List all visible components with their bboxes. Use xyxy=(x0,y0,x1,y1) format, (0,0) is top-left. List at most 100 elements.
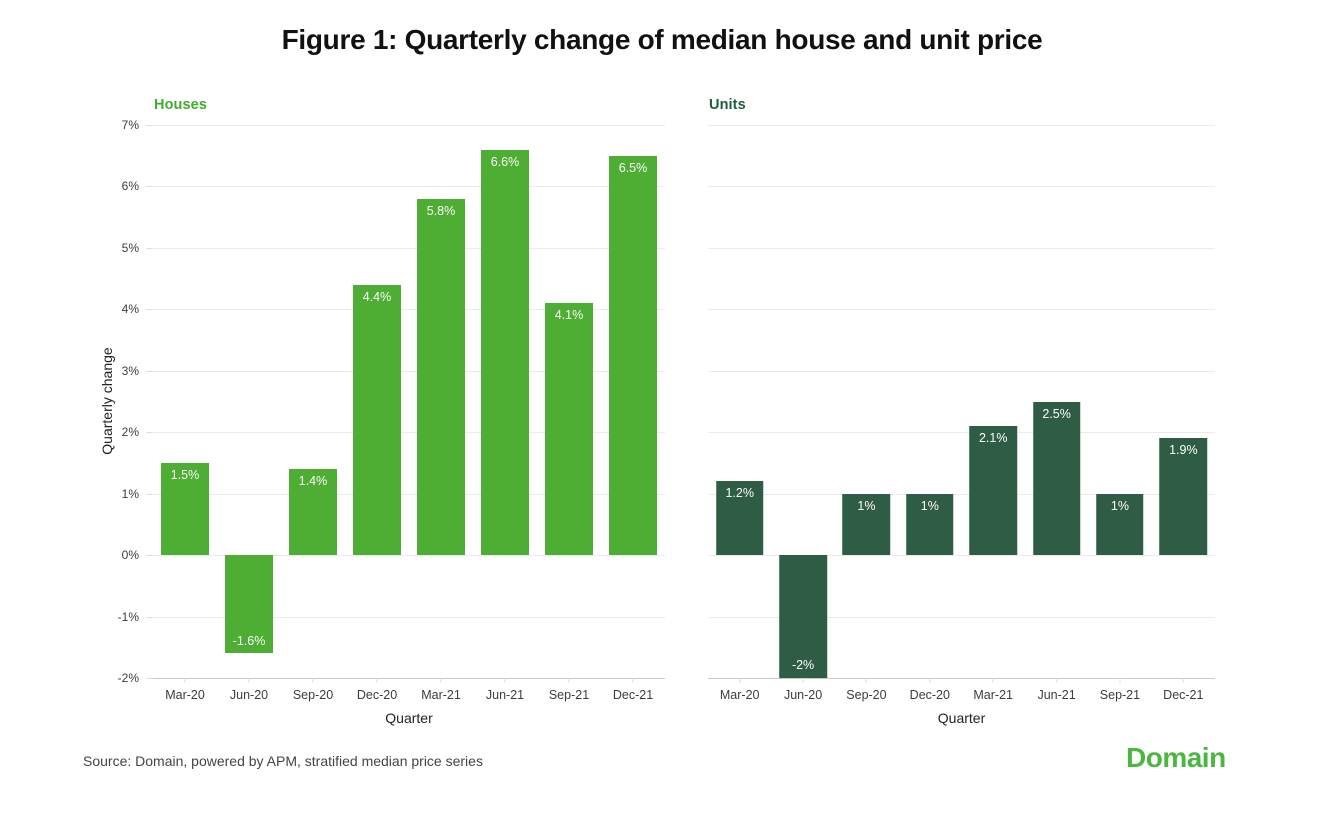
bar-Dec-21: 6.5% xyxy=(609,155,657,556)
x-tick-label-Sep-21: Sep-21 xyxy=(548,688,590,702)
bar-value-label: 1% xyxy=(1110,498,1129,513)
houses-chart-title: Houses xyxy=(154,97,207,113)
y-tick-mark xyxy=(146,616,153,618)
bar-value-label: 6.6% xyxy=(490,154,520,169)
figure-title: Figure 1: Quarterly change of median hou… xyxy=(281,24,1043,55)
bar-Sep-20: 1.4% xyxy=(289,469,337,556)
x-tick-mark xyxy=(929,678,931,683)
x-tick-mark xyxy=(184,678,186,683)
y-tick-label: -1% xyxy=(117,609,139,624)
x-tick-label-Sep-20: Sep-20 xyxy=(292,688,334,702)
bar-Sep-20: 1% xyxy=(842,493,891,556)
x-tick-label-Dec-21: Dec-21 xyxy=(1163,688,1204,702)
bar-Jun-20: -2% xyxy=(779,555,827,678)
y-tick-label: 3% xyxy=(121,363,139,378)
gridline xyxy=(153,247,665,249)
houses-x-axis-title: Quarter xyxy=(385,710,433,726)
bar-value-label: 2.5% xyxy=(1042,406,1071,421)
gridline xyxy=(153,432,665,434)
x-tick-mark xyxy=(739,678,741,683)
y-tick-label: 4% xyxy=(121,302,139,317)
gridline xyxy=(708,247,1215,249)
y-tick-label: 6% xyxy=(121,179,139,194)
y-tick-mark xyxy=(146,309,153,311)
x-tick-mark xyxy=(632,678,634,683)
x-tick-label-Mar-20: Mar-20 xyxy=(719,688,760,702)
bar-Sep-21: 4.1% xyxy=(545,303,593,556)
bar-Dec-20: 4.4% xyxy=(353,284,401,556)
x-axis-line xyxy=(708,678,1215,679)
gridline xyxy=(708,616,1215,618)
bar-value-label: 4.1% xyxy=(554,308,584,323)
gridline xyxy=(153,186,665,188)
bar-Jun-20: -1.6% xyxy=(225,555,273,654)
x-tick-mark xyxy=(568,678,570,683)
y-tick-mark xyxy=(146,493,153,495)
bar-Dec-21: 1.9% xyxy=(1159,438,1208,556)
x-tick-mark xyxy=(802,678,804,683)
gridline xyxy=(153,125,665,126)
bar-value-label: 5.8% xyxy=(426,203,456,218)
x-tick-mark xyxy=(1119,678,1121,683)
gridline xyxy=(708,555,1215,557)
x-tick-label-Jun-20: Jun-20 xyxy=(229,688,269,702)
gridline xyxy=(153,493,665,495)
x-tick-label-Mar-21: Mar-21 xyxy=(973,688,1013,702)
x-tick-label-Jun-21: Jun-21 xyxy=(1037,688,1076,702)
bar-Dec-20: 1% xyxy=(906,493,954,556)
bar-Jun-21: 2.5% xyxy=(1032,401,1081,556)
gridline xyxy=(708,309,1215,311)
x-tick-mark xyxy=(440,678,442,683)
y-tick-mark xyxy=(146,432,153,434)
y-tick-label: -2% xyxy=(117,671,139,685)
x-tick-label-Sep-20: Sep-20 xyxy=(846,688,887,702)
x-tick-mark xyxy=(312,678,314,683)
bar-Mar-20: 1.2% xyxy=(715,481,764,556)
x-tick-mark xyxy=(992,678,994,683)
y-tick-mark xyxy=(146,555,153,557)
bar-value-label: 1% xyxy=(920,498,939,513)
x-tick-mark xyxy=(376,678,378,683)
gridline xyxy=(153,309,665,311)
bar-value-label: -1.6% xyxy=(232,633,266,648)
x-tick-label-Jun-20: Jun-20 xyxy=(783,688,823,702)
units-plot-area: Quarter 1.2% Mar-20 -2% Jun-20 1% Sep-20 1% Dec… xyxy=(708,125,1215,725)
x-tick-label-Dec-21: Dec-21 xyxy=(612,688,654,702)
gridline xyxy=(153,370,665,372)
x-tick-label-Dec-20: Dec-20 xyxy=(909,688,950,702)
x-tick-mark xyxy=(865,678,867,683)
x-tick-mark xyxy=(248,678,250,683)
y-tick-mark xyxy=(146,125,153,126)
bar-Mar-20: 1.5% xyxy=(161,462,209,556)
units-chart-title: Units xyxy=(709,97,746,113)
y-tick-label: 2% xyxy=(121,425,139,440)
x-tick-mark xyxy=(1056,678,1058,683)
bar-value-label: 1.9% xyxy=(1169,443,1198,458)
houses-plot-area: Quarter 7% 6% 5% 4% 3% 2% 1% 0% -1% -2% 1.5% Mar-20… xyxy=(118,119,665,725)
x-tick-mark xyxy=(504,678,506,683)
y-tick-label: 7% xyxy=(121,118,139,132)
bar-value-label: 1.4% xyxy=(298,474,328,489)
bar-Sep-21: 1% xyxy=(1096,493,1144,556)
gridline xyxy=(708,186,1215,188)
domain-logo: Domain xyxy=(1126,742,1226,773)
x-axis-line xyxy=(153,678,665,679)
bar-value-label: 4.4% xyxy=(362,289,392,304)
x-tick-label-Jun-21: Jun-21 xyxy=(485,688,525,702)
y-tick-mark xyxy=(146,678,153,679)
bar-Mar-21: 5.8% xyxy=(417,198,465,556)
units-x-axis-title: Quarter xyxy=(937,710,986,726)
bar-value-label: 1% xyxy=(857,498,876,513)
x-tick-label-Sep-21: Sep-21 xyxy=(1099,688,1141,702)
bar-value-label: 6.5% xyxy=(618,160,648,175)
bar-Jun-21: 6.6% xyxy=(481,149,529,556)
gridline xyxy=(153,555,665,557)
x-tick-label-Dec-20: Dec-20 xyxy=(356,688,398,702)
bar-value-label: 1.2% xyxy=(725,486,754,501)
y-tick-mark xyxy=(146,370,153,372)
y-tick-label: 0% xyxy=(121,548,139,563)
gridline xyxy=(708,493,1215,495)
y-tick-label: 5% xyxy=(121,240,139,255)
x-tick-label-Mar-20: Mar-20 xyxy=(165,688,205,702)
